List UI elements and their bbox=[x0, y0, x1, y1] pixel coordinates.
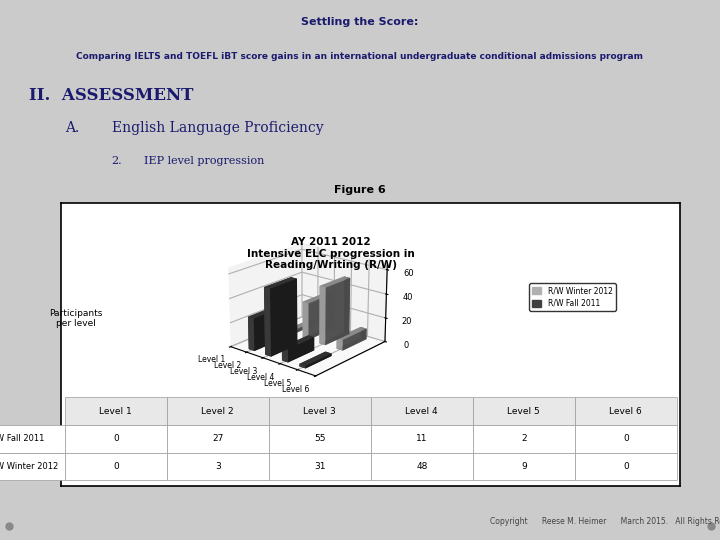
Text: Copyright      Reese M. Heimer      March 2015.   All Rights Reserved.: Copyright Reese M. Heimer March 2015. Al… bbox=[490, 517, 720, 526]
Text: A.: A. bbox=[65, 120, 79, 134]
Text: IEP level progression: IEP level progression bbox=[144, 156, 264, 166]
Text: Comparing IELTS and TOEFL iBT score gains in an international undergraduate cond: Comparing IELTS and TOEFL iBT score gain… bbox=[76, 52, 644, 61]
Text: English Language Proficiency: English Language Proficiency bbox=[112, 120, 323, 134]
Text: Settling the Score:: Settling the Score: bbox=[301, 17, 419, 27]
Text: AY 2011 2012
Intensive ELC progression in
Reading/Writing (R/W): AY 2011 2012 Intensive ELC progression i… bbox=[248, 237, 415, 271]
Legend: R/W Winter 2012, R/W Fall 2011: R/W Winter 2012, R/W Fall 2011 bbox=[529, 283, 616, 311]
Text: Participants
per level: Participants per level bbox=[49, 309, 102, 328]
Text: 2.: 2. bbox=[112, 156, 122, 166]
Text: II.  ASSESSMENT: II. ASSESSMENT bbox=[29, 87, 193, 104]
Text: Figure 6: Figure 6 bbox=[334, 185, 386, 194]
